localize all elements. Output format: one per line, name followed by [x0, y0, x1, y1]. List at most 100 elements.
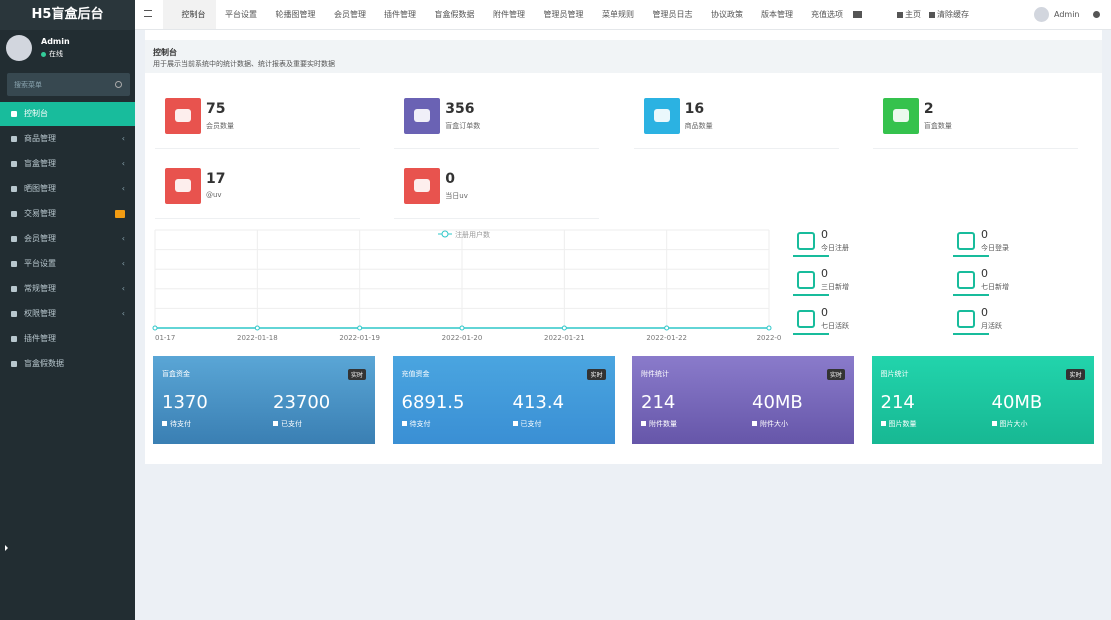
nav-tab[interactable]: 菜单规则	[602, 10, 634, 19]
user-name: Admin	[41, 37, 70, 46]
menu-item[interactable]: 晒图管理 ‹	[0, 177, 135, 201]
mini-label: 月活跃	[981, 322, 1002, 330]
menu-arrow: ‹	[121, 234, 125, 243]
menu-icon	[11, 136, 17, 142]
stat-divider	[394, 148, 600, 149]
card-label: 图片数量	[888, 420, 917, 428]
card-title: 图片统计	[880, 370, 909, 378]
nav-tab[interactable]: 盲盒假数据	[434, 10, 475, 19]
card-tag: 实时	[347, 369, 366, 380]
card-tag: 实时	[826, 369, 845, 380]
sidebar-toggle[interactable]	[5, 545, 8, 551]
menu-item[interactable]: 常规管理 ‹	[0, 277, 135, 301]
menu-icon	[11, 161, 17, 167]
menu-arrow: ‹	[121, 134, 125, 143]
menu-item[interactable]: 平台设置 ‹	[0, 252, 135, 276]
nav-tab[interactable]: 平台设置	[225, 10, 257, 19]
mini-label: 三日新增	[821, 283, 849, 291]
stat-icon	[165, 98, 201, 134]
mini-value: 0	[981, 267, 988, 280]
settings-icon[interactable]	[1093, 11, 1100, 18]
menu-item[interactable]: 会员管理 ‹	[0, 227, 135, 251]
card-title: 附件统计	[641, 370, 669, 378]
menu-item[interactable]: 交易管理	[0, 202, 135, 226]
menu-item[interactable]: 权限管理 ‹	[0, 302, 135, 326]
search-box[interactable]: 搜索菜单	[7, 73, 130, 96]
stat-divider	[633, 148, 839, 149]
search-icon	[115, 81, 122, 88]
stat-value: 0	[445, 171, 456, 187]
grid-menu[interactable]	[853, 11, 862, 18]
stat-divider	[155, 148, 360, 149]
mini-label: 七日活跃	[821, 322, 849, 330]
point	[254, 325, 260, 331]
card-value: 214	[641, 392, 676, 413]
menu-item[interactable]: 盲盒管理 ‹	[0, 152, 135, 176]
card-label-icon	[401, 421, 407, 426]
menu-icon	[11, 236, 17, 242]
menu-icon	[11, 286, 17, 292]
menu-item[interactable]: 控制台	[0, 102, 135, 126]
mini-divider	[793, 255, 829, 257]
nav-tab[interactable]: 控制台	[163, 0, 216, 29]
nav-tab[interactable]: 附件管理	[493, 10, 525, 19]
menu-arrow: ‹	[121, 284, 125, 293]
card-label: 图片大小	[999, 420, 1028, 428]
page-subtitle: 用于展示当前系统中的统计数据、统计报表及重要实时数据	[153, 60, 335, 68]
mini-value: 0	[821, 306, 828, 319]
top-link[interactable]: 清除缓存	[937, 10, 969, 19]
nav-tab[interactable]: 管理员日志	[652, 10, 693, 19]
x-tick-label: 2022-0	[757, 334, 782, 342]
nav-tab[interactable]: 版本管理	[761, 10, 793, 19]
stat-divider	[155, 218, 360, 219]
menu-item[interactable]: 插件管理	[0, 327, 135, 351]
point	[459, 325, 465, 331]
status-dot	[41, 52, 46, 57]
nav-tab[interactable]: 插件管理	[384, 10, 416, 19]
point	[766, 325, 772, 331]
card-label-icon	[991, 421, 997, 426]
nav-tab[interactable]: 协议政策	[711, 10, 743, 19]
mini-divider	[953, 294, 989, 296]
user-chart: 01-17 2022-01-18 2022-01-19 2022-01-20 2022-…	[152, 229, 782, 342]
search-placeholder: 搜索菜单	[14, 81, 42, 89]
stat-divider	[394, 218, 600, 219]
menu-arrow: ‹	[121, 184, 125, 193]
mini-value: 0	[981, 306, 988, 319]
stat-card: 附件统计 实时 214 附件数量 40MB 附件大小	[632, 356, 854, 444]
stat-card: 图片统计 实时 214 图片数量 40MB 图片大小	[871, 356, 1094, 444]
nav-tab[interactable]: 充值选项	[811, 10, 843, 19]
page-header: 控制台 用于展示当前系统中的统计数据、统计报表及重要实时数据	[145, 40, 1102, 73]
menu-item[interactable]: 盲盒假数据	[0, 352, 135, 376]
mini-icon	[797, 271, 815, 289]
stat-value: 75	[206, 101, 226, 117]
mini-icon	[797, 310, 815, 328]
stat-icon	[165, 168, 201, 204]
x-tick-label: 01-17	[155, 334, 175, 342]
menu-arrow: ‹	[121, 309, 125, 318]
mini-label: 今日注册	[821, 244, 849, 252]
nav-tab[interactable]: 会员管理	[334, 10, 366, 19]
card-label: 附件大小	[760, 420, 788, 428]
menu-icon	[11, 336, 17, 342]
top-link[interactable]: 主页	[905, 10, 921, 19]
nav-tab[interactable]: 管理员管理	[543, 10, 584, 19]
menu-item[interactable]: 商品管理 ‹	[0, 127, 135, 151]
point	[152, 325, 158, 331]
mini-icon	[797, 232, 815, 250]
nav-tab[interactable]: 轮播图管理	[275, 10, 316, 19]
menu-icon	[11, 261, 17, 267]
top-admin[interactable]: Admin	[1054, 10, 1080, 19]
card-label: 附件数量	[649, 420, 677, 428]
mini-divider	[953, 333, 989, 335]
menu-arrow: ‹	[121, 159, 125, 168]
icon-glyph	[414, 179, 431, 192]
page-title: 控制台	[153, 48, 177, 57]
card-title: 盲盒资金	[162, 370, 190, 378]
brand[interactable]: H5盲盒后台	[0, 0, 135, 30]
menu-toggle[interactable]	[144, 10, 152, 17]
card-label: 待支付	[170, 420, 191, 428]
point	[561, 325, 567, 331]
avatar-small[interactable]	[1034, 7, 1049, 22]
